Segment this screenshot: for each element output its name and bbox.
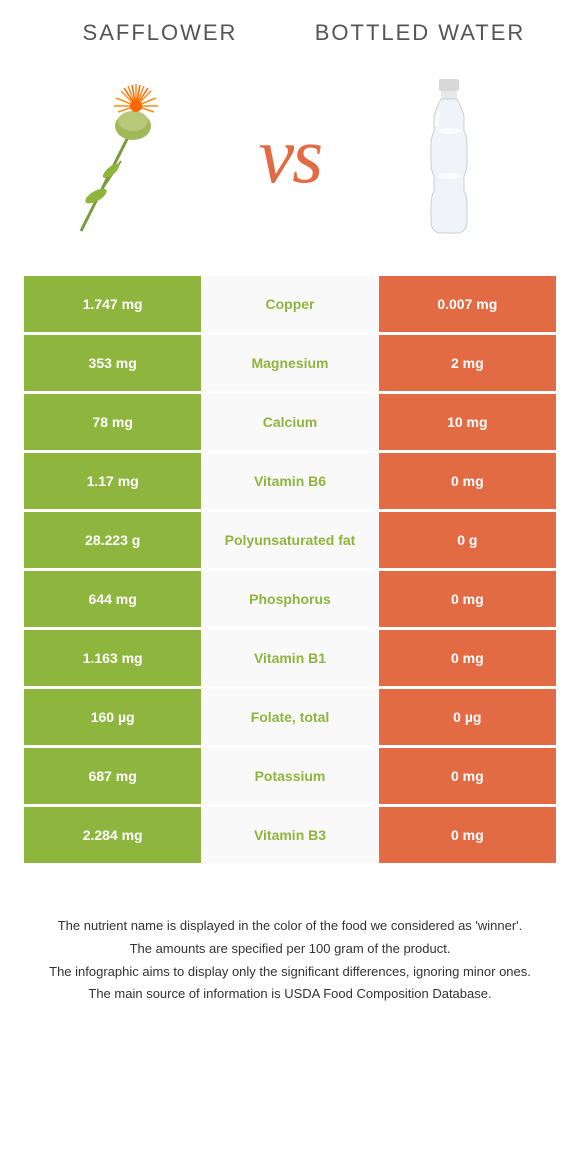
nutrient-label: Calcium	[201, 394, 378, 450]
comparison-table: 1.747 mgCopper0.007 mg353 mgMagnesium2 m…	[0, 276, 580, 896]
left-value: 644 mg	[24, 571, 201, 627]
comparison-header: Safflower Bottled Water	[0, 0, 580, 46]
right-value: 0 mg	[379, 571, 556, 627]
right-value: 0 mg	[379, 453, 556, 509]
safflower-image	[56, 66, 206, 246]
table-row: 644 mgPhosphorus0 mg	[24, 571, 556, 627]
table-row: 2.284 mgVitamin B30 mg	[24, 807, 556, 863]
nutrient-label: Folate, total	[201, 689, 378, 745]
footnote-line: The amounts are specified per 100 gram o…	[40, 939, 540, 960]
nutrient-label: Phosphorus	[201, 571, 378, 627]
right-value: 2 mg	[379, 335, 556, 391]
left-value: 1.163 mg	[24, 630, 201, 686]
footnotes: The nutrient name is displayed in the co…	[0, 896, 580, 1047]
right-value: 0 mg	[379, 748, 556, 804]
left-title: Safflower	[30, 20, 290, 46]
table-row: 78 mgCalcium10 mg	[24, 394, 556, 450]
right-value: 0.007 mg	[379, 276, 556, 332]
table-row: 353 mgMagnesium2 mg	[24, 335, 556, 391]
footnote-line: The infographic aims to display only the…	[40, 962, 540, 983]
right-value: 0 mg	[379, 807, 556, 863]
table-row: 1.17 mgVitamin B60 mg	[24, 453, 556, 509]
left-value: 2.284 mg	[24, 807, 201, 863]
left-value: 687 mg	[24, 748, 201, 804]
table-row: 1.747 mgCopper0.007 mg	[24, 276, 556, 332]
nutrient-label: Copper	[201, 276, 378, 332]
right-value: 10 mg	[379, 394, 556, 450]
table-row: 28.223 gPolyunsaturated fat0 g	[24, 512, 556, 568]
nutrient-label: Polyunsaturated fat	[201, 512, 378, 568]
right-value: 0 mg	[379, 630, 556, 686]
left-value: 1.17 mg	[24, 453, 201, 509]
table-row: 1.163 mgVitamin B10 mg	[24, 630, 556, 686]
left-value: 353 mg	[24, 335, 201, 391]
bottle-image	[374, 66, 524, 246]
nutrient-label: Vitamin B3	[201, 807, 378, 863]
table-row: 160 µgFolate, total0 µg	[24, 689, 556, 745]
images-row: vs	[0, 46, 580, 276]
right-value: 0 µg	[379, 689, 556, 745]
nutrient-label: Vitamin B1	[201, 630, 378, 686]
table-row: 687 mgPotassium0 mg	[24, 748, 556, 804]
footnote-line: The main source of information is USDA F…	[40, 984, 540, 1005]
left-value: 1.747 mg	[24, 276, 201, 332]
right-title-col: Bottled Water	[290, 20, 550, 46]
vs-label: vs	[259, 111, 322, 202]
right-title: Bottled Water	[290, 20, 550, 46]
left-value: 78 mg	[24, 394, 201, 450]
nutrient-label: Potassium	[201, 748, 378, 804]
left-value: 28.223 g	[24, 512, 201, 568]
nutrient-label: Magnesium	[201, 335, 378, 391]
left-value: 160 µg	[24, 689, 201, 745]
right-value: 0 g	[379, 512, 556, 568]
nutrient-label: Vitamin B6	[201, 453, 378, 509]
footnote-line: The nutrient name is displayed in the co…	[40, 916, 540, 937]
left-title-col: Safflower	[30, 20, 290, 46]
